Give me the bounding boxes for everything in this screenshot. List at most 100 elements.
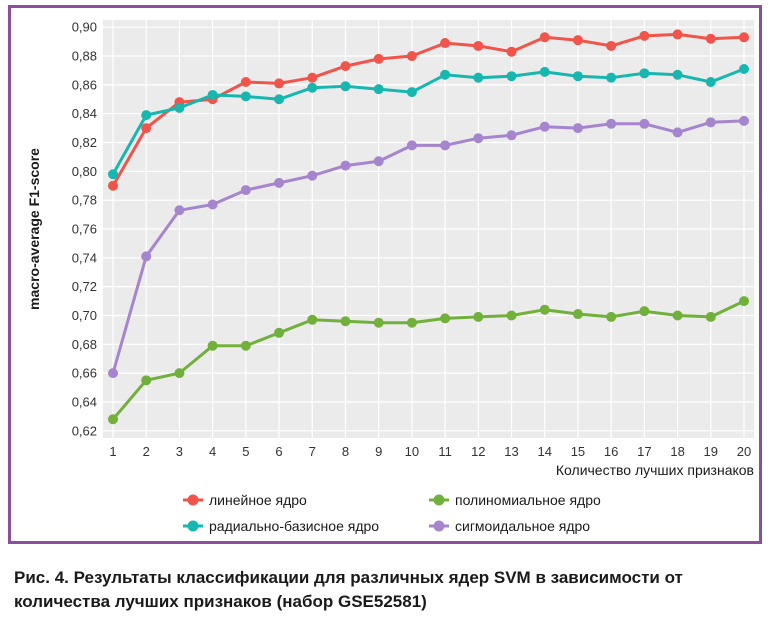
series-2 <box>108 64 749 180</box>
data-point <box>274 78 285 89</box>
y-tick-label: 0,66 <box>72 366 97 381</box>
data-point <box>108 368 118 379</box>
legend-swatch-dot <box>433 520 445 532</box>
series-line <box>111 299 745 421</box>
x-tick-label: 7 <box>309 444 316 459</box>
x-tick-label: 13 <box>504 444 518 459</box>
figure-caption: Рис. 4. Результаты классификации для раз… <box>14 568 683 611</box>
data-point <box>307 170 318 181</box>
data-point <box>473 40 484 51</box>
x-tick-label: 18 <box>670 444 684 459</box>
data-point <box>108 169 118 180</box>
data-point <box>373 84 384 95</box>
data-point <box>639 306 650 317</box>
x-tick-label: 1 <box>109 444 116 459</box>
x-tick-label: 14 <box>538 444 552 459</box>
data-point <box>174 368 185 379</box>
data-point <box>539 66 550 77</box>
data-point <box>506 46 517 57</box>
y-axis-title: macro-average F1-score <box>26 148 42 310</box>
y-tick-label: 0,80 <box>72 164 97 179</box>
x-axis-title: Количество лучших признаков <box>556 462 754 478</box>
series-4 <box>108 115 749 379</box>
data-point <box>506 71 517 82</box>
data-point <box>539 304 550 315</box>
data-point <box>739 115 749 126</box>
data-point <box>506 130 517 141</box>
data-point <box>739 32 749 43</box>
y-tick-label: 0,90 <box>72 20 97 35</box>
data-point <box>307 82 318 93</box>
y-tick-label: 0,84 <box>72 106 97 121</box>
x-tick-label: 15 <box>571 444 585 459</box>
data-point <box>440 38 451 49</box>
data-point <box>473 311 484 322</box>
legend-item: линейное ядро <box>183 492 307 508</box>
y-tick-label: 0,72 <box>72 279 97 294</box>
data-point <box>240 76 251 87</box>
data-point <box>373 156 384 167</box>
legend: линейное ядро полиномиальное ядро радиальн… <box>183 492 601 534</box>
data-point <box>440 140 451 151</box>
data-point <box>240 91 251 102</box>
data-point <box>705 117 716 128</box>
data-point <box>406 140 417 151</box>
y-tick-label: 0,64 <box>72 394 97 409</box>
x-tick-label: 9 <box>375 444 382 459</box>
data-point <box>539 32 550 43</box>
y-tick-label: 0,74 <box>72 250 97 265</box>
data-point <box>672 310 683 321</box>
y-tick-label: 0,62 <box>72 423 97 438</box>
data-point <box>406 51 417 62</box>
y-tick-label: 0,68 <box>72 337 97 352</box>
legend-swatch-dot <box>433 494 445 506</box>
x-tick-label: 12 <box>471 444 485 459</box>
legend-label: радиально-базисное ядро <box>209 518 379 534</box>
data-point <box>440 69 451 80</box>
data-point <box>373 317 384 328</box>
data-point <box>307 314 318 325</box>
data-point <box>108 414 118 425</box>
data-point <box>207 340 218 351</box>
legend-swatch-dot <box>187 520 199 532</box>
data-point <box>141 375 152 386</box>
data-point <box>639 30 650 41</box>
x-tick-label: 11 <box>438 444 452 459</box>
y-tick-label: 0,88 <box>72 49 97 64</box>
data-point <box>340 316 351 327</box>
legend-label: сигмоидальное ядро <box>455 518 590 534</box>
data-point <box>705 311 716 322</box>
data-point <box>307 72 318 83</box>
y-tick-label: 0,78 <box>72 193 97 208</box>
data-point <box>240 340 251 351</box>
series-line <box>111 67 745 175</box>
data-point <box>639 68 650 79</box>
data-point <box>340 61 351 72</box>
x-tick-label: 2 <box>143 444 150 459</box>
legend-item: сигмоидальное ядро <box>429 518 590 534</box>
data-point <box>539 121 550 132</box>
data-point <box>572 71 583 82</box>
tick-labels: 0,62 0,64 0,66 0,68 0,70 0,72 0,74 0,76 0,78 0,80… <box>72 20 752 459</box>
data-point <box>141 110 152 121</box>
series-layer <box>108 29 749 425</box>
data-point <box>340 81 351 92</box>
data-point <box>639 118 650 129</box>
data-point <box>141 251 152 262</box>
legend-swatch-dot <box>187 494 199 506</box>
x-tick-label: 4 <box>209 444 216 459</box>
y-tick-label: 0,82 <box>72 135 97 150</box>
x-tick-label: 6 <box>275 444 282 459</box>
legend-label: полиномиальное ядро <box>455 492 601 508</box>
data-point <box>606 40 617 51</box>
data-point <box>440 313 451 324</box>
data-point <box>406 317 417 328</box>
data-point <box>705 33 716 44</box>
line-chart: 0,62 0,64 0,66 0,68 0,70 0,72 0,74 0,76 0,78 0,80… <box>26 20 754 534</box>
x-tick-label: 8 <box>342 444 349 459</box>
series-line <box>111 119 745 374</box>
data-point <box>373 53 384 64</box>
y-tick-label: 0,76 <box>72 222 97 237</box>
data-point <box>606 311 617 322</box>
x-tick-label: 16 <box>604 444 618 459</box>
